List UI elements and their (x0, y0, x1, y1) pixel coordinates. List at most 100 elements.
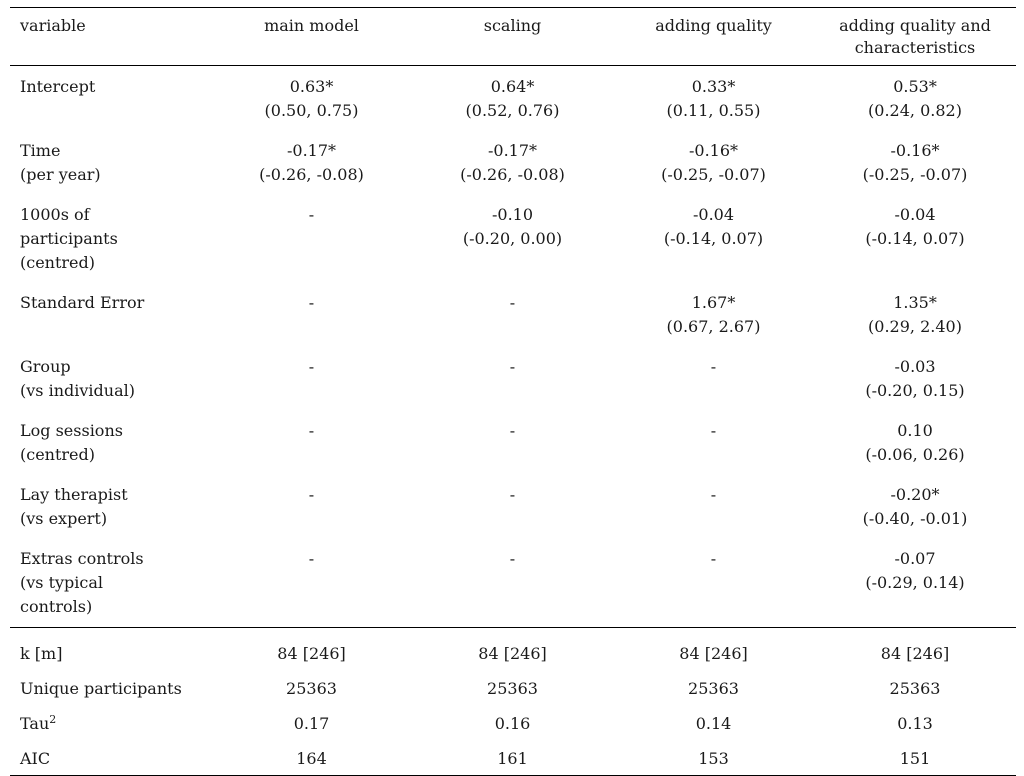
estimate-value: -0.17* (286, 141, 337, 160)
estimate-value: - (509, 485, 516, 504)
variable-label-line: Time (20, 141, 61, 160)
confidence-interval: (0.52, 0.76) (465, 101, 560, 120)
stat-value: 0.16 (494, 714, 531, 733)
confidence-interval: (0.24, 0.82) (868, 101, 962, 120)
stat-value: 84 [246] (277, 644, 346, 663)
stat-value: 164 (296, 749, 327, 768)
stat-label: Unique participants (20, 679, 182, 698)
variable-label-line: Standard Error (20, 293, 145, 312)
estimate-value: - (308, 205, 315, 224)
coefficient-cell: -0.04 (-0.14, 0.07) (814, 195, 1016, 283)
coefficient-cell: - (211, 283, 412, 347)
confidence-interval: (-0.06, 0.26) (865, 445, 965, 464)
estimate-value: 1.35* (893, 293, 937, 312)
stat-label-cell: Tau2 (10, 705, 211, 740)
variable-cell: Log sessions (centred) (10, 411, 211, 475)
coefficient-cell: 1.67* (0.67, 2.67) (613, 283, 814, 347)
header-row: variable main model scaling adding quali… (10, 7, 1016, 66)
stat-label-cell: AIC (10, 740, 211, 776)
coefficient-cell: 0.64* (0.52, 0.76) (412, 66, 613, 132)
confidence-interval: (-0.29, 0.14) (865, 573, 965, 592)
variable-cell: Intercept (10, 66, 211, 132)
estimate-value: 0.53* (893, 77, 937, 96)
stat-value: 151 (899, 749, 931, 768)
coefficient-cell: -0.10 (-0.20, 0.00) (412, 195, 613, 283)
stat-value: 25363 (688, 679, 739, 698)
estimate-value: - (710, 549, 717, 568)
stat-value: 84 [246] (679, 644, 748, 663)
coefficient-cell: - (211, 475, 412, 539)
coefficient-cell: - (211, 539, 412, 628)
coefficient-cell: - (412, 347, 613, 411)
stat-label: Tau (20, 714, 50, 733)
estimate-value: 0.33* (691, 77, 736, 96)
coefficient-cell: - (412, 539, 613, 628)
model-statistics-section: k [m] 84 [246] 84 [246] 84 [246] 84 [246] Uni… (10, 627, 1016, 776)
coefficient-cell: - (412, 283, 613, 347)
table-row: 1000s of participants (centred) - -0.10 (-0.2… (10, 195, 1016, 283)
coefficient-cell: - (412, 475, 613, 539)
stat-label-cell: k [m] (10, 628, 211, 671)
variable-label-line: (vs expert) (20, 509, 108, 528)
variable-cell: Time (per year) (10, 131, 211, 195)
confidence-interval: (0.11, 0.55) (666, 101, 761, 120)
estimate-value: -0.03 (894, 357, 936, 376)
coefficient-cell: 0.33* (0.11, 0.55) (613, 66, 814, 132)
stat-value: 0.13 (897, 714, 933, 733)
confidence-interval: (0.50, 0.75) (264, 101, 359, 120)
table-row: Lay therapist (vs expert) - - - -0.20* (-0.40,… (10, 475, 1016, 539)
results-table-container: variable main model scaling adding quali… (10, 7, 1016, 776)
confidence-interval: (-0.20, 0.15) (865, 381, 965, 400)
table-row: Standard Error - - 1.67* (0.67, 2.67) 1.35* (0… (10, 283, 1016, 347)
estimate-value: - (308, 357, 315, 376)
variable-label-line: Extras controls (20, 549, 144, 568)
variable-cell: 1000s of participants (centred) (10, 195, 211, 283)
variable-label-line: (centred) (20, 253, 96, 272)
variable-cell: Group (vs individual) (10, 347, 211, 411)
coefficient-cell: 0.53* (0.24, 0.82) (814, 66, 1016, 132)
stat-label-superscript: 2 (49, 713, 57, 726)
estimate-value: -0.04 (894, 205, 936, 224)
stat-value: 25363 (889, 679, 941, 698)
estimate-value: - (509, 357, 516, 376)
coefficient-cell: -0.17* (-0.26, -0.08) (412, 131, 613, 195)
estimate-value: -0.16* (688, 141, 739, 160)
estimate-value: - (710, 421, 717, 440)
coefficient-cell: 0.63* (0.50, 0.75) (211, 66, 412, 132)
stat-label: AIC (20, 749, 51, 768)
coefficient-cell: -0.07 (-0.29, 0.14) (814, 539, 1016, 628)
variable-label-line: (per year) (20, 165, 101, 184)
coefficient-cell: - (211, 195, 412, 283)
stats-row: Unique participants 25363 25363 25363 25363 (10, 670, 1016, 705)
estimate-value: - (308, 293, 315, 312)
confidence-interval: (0.67, 2.67) (666, 317, 761, 336)
coefficient-cell: - (613, 475, 814, 539)
estimate-value: - (509, 549, 516, 568)
variable-label-line: 1000s of (20, 205, 90, 224)
stat-value: 25363 (286, 679, 337, 698)
variable-label-line: Group (20, 357, 71, 376)
estimate-value: - (509, 293, 516, 312)
estimate-value: -0.17* (487, 141, 538, 160)
estimate-value: - (509, 421, 516, 440)
coefficient-cell: -0.03 (-0.20, 0.15) (814, 347, 1016, 411)
coefficient-cell: 0.10 (-0.06, 0.26) (814, 411, 1016, 475)
header-adding-quality: adding quality (655, 16, 772, 35)
confidence-interval: (-0.25, -0.07) (862, 165, 968, 184)
confidence-interval: (-0.40, -0.01) (862, 509, 968, 528)
confidence-interval: (-0.25, -0.07) (661, 165, 766, 184)
coefficient-cell: -0.04 (-0.14, 0.07) (613, 195, 814, 283)
coefficients-section: Intercept 0.63* (0.50, 0.75) 0.64* (0.52, 0.… (10, 66, 1016, 628)
estimate-value: - (710, 485, 717, 504)
table-header: variable main model scaling adding quali… (10, 7, 1016, 66)
estimate-value: 0.10 (897, 421, 933, 440)
stat-value: 0.14 (695, 714, 732, 733)
table-row: Log sessions (centred) - - - 0.10 (-0.06, 0.26… (10, 411, 1016, 475)
coefficient-cell: -0.16* (-0.25, -0.07) (814, 131, 1016, 195)
estimate-value: -0.07 (894, 549, 936, 568)
confidence-interval: (-0.14, 0.07) (663, 229, 764, 248)
confidence-interval: (-0.26, -0.08) (460, 165, 565, 184)
variable-label-line: (vs individual) (20, 381, 135, 400)
table-row: Group (vs individual) - - - -0.03 (-0.20, 0.15… (10, 347, 1016, 411)
stats-row: AIC 164 161 153 151 (10, 740, 1016, 776)
